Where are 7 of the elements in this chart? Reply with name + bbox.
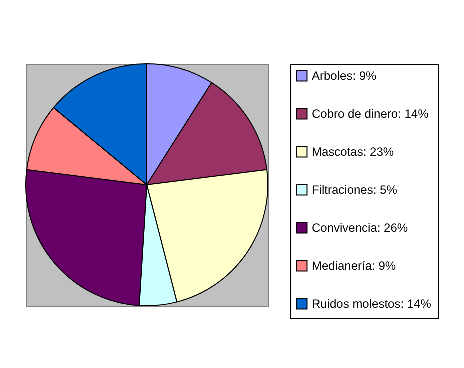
- legend-label: Arboles: 9%: [312, 69, 378, 83]
- legend-label: Filtraciones: 5%: [312, 183, 398, 197]
- legend-label: Convivencia: 26%: [312, 221, 408, 235]
- legend-label: Medianería: 9%: [312, 259, 396, 273]
- legend-label: Cobro de dinero: 14%: [312, 107, 430, 121]
- legend-label: Mascotas: 23%: [312, 145, 394, 159]
- legend-label: Ruidos molestos: 14%: [312, 297, 432, 311]
